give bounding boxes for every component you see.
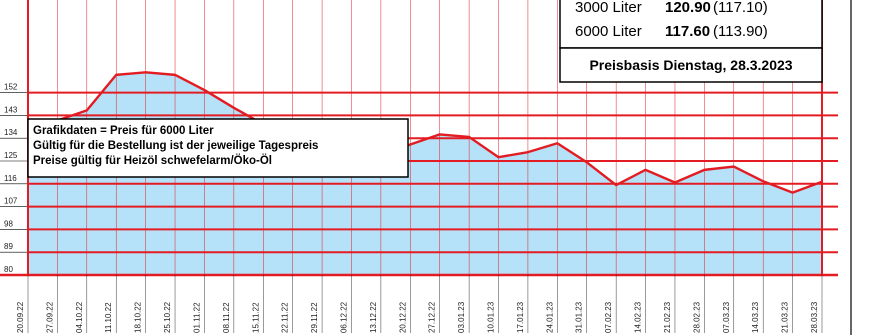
x-tick-label: 04.10.22 <box>75 301 84 333</box>
x-tick-label: 07.02.23 <box>604 301 613 333</box>
price-row-6000-label: 6000 Liter <box>575 23 642 40</box>
price-box: 3000 Liter 120.90 (117.10) 6000 Liter 11… <box>559 0 823 83</box>
data-point <box>821 180 823 183</box>
x-tick-label: 08.11.22 <box>222 302 231 333</box>
x-tick-label: 10.01.23 <box>487 301 496 333</box>
x-tick-label: 31.01.23 <box>575 301 584 333</box>
data-point <box>438 133 441 136</box>
data-point <box>791 191 794 194</box>
x-tick-label: 27.09.22 <box>45 301 54 333</box>
data-point <box>674 181 676 184</box>
annotation-line-3: Preise gültig für Heizöl schwefelarm/Öko… <box>33 154 272 167</box>
price-basis: Preisbasis Dienstag, 28.3.2023 <box>589 57 792 73</box>
y-tick-label: 134 <box>4 128 18 137</box>
x-tick-label: 28.03.23 <box>810 301 819 333</box>
price-row-6000-previous: (113.90) <box>713 23 768 40</box>
data-point <box>174 74 176 76</box>
price-row-3000-previous: (117.10) <box>713 0 768 16</box>
data-point <box>556 142 559 145</box>
x-tick-label: 17.01.23 <box>516 301 525 333</box>
x-tick-label: 20.09.22 <box>16 301 25 333</box>
x-axis-ticks: 20.09.22 27.09.22 04.10.22 11.10.22 18.10.22… <box>16 275 823 333</box>
x-tick-label: 29.11.22 <box>310 302 319 333</box>
annotation-box: Grafikdaten = Preis für 6000 Liter Gülti… <box>27 118 409 178</box>
data-point <box>703 169 706 171</box>
price-row-6000-price: 117.60 <box>665 23 710 40</box>
x-tick-label: 01.11.22 <box>192 302 201 333</box>
x-tick-label: 14.03.23 <box>751 301 760 333</box>
x-tick-label: 18.10.22 <box>134 301 143 333</box>
annotation-line-1: Grafikdaten = Preis für 6000 Liter <box>33 125 214 137</box>
x-tick-label: 20.12.22 <box>398 301 407 333</box>
data-point <box>144 71 147 74</box>
data-point <box>644 169 647 171</box>
data-point <box>468 136 470 138</box>
data-point <box>732 165 735 168</box>
data-point <box>615 184 617 186</box>
x-tick-label: 27.12.22 <box>428 301 437 333</box>
x-tick-label: 22.11.22 <box>281 302 290 333</box>
x-tick-label: 03.01.23 <box>457 301 466 333</box>
price-row-3000-label: 3000 Liter <box>575 0 642 16</box>
x-tick-label: 21.02.23 <box>663 301 672 333</box>
x-tick-label: 28.02.23 <box>692 301 701 333</box>
y-tick-label: 116 <box>4 174 17 183</box>
data-point <box>762 180 764 183</box>
data-point <box>527 151 529 153</box>
y-tick-label: 152 <box>4 83 18 92</box>
y-tick-label: 89 <box>4 242 13 251</box>
data-point <box>203 89 206 91</box>
y-tick-label: 143 <box>4 105 18 114</box>
data-point <box>115 74 118 76</box>
y-tick-label: 125 <box>4 151 18 160</box>
y-axis-ticks: 80 89 98 107 116 125 134 143 152 <box>4 83 18 274</box>
data-point <box>86 109 88 112</box>
x-tick-label: 11.10.22 <box>104 302 113 333</box>
price-row-3000-price: 120.90 <box>665 0 711 16</box>
y-tick-label: 98 <box>4 219 13 228</box>
x-tick-label: 06.12.22 <box>339 301 348 333</box>
annotation-line-2: Gültig für die Bestellung ist der jeweil… <box>33 140 318 152</box>
data-point <box>233 107 235 109</box>
x-tick-label: 13.12.22 <box>369 301 378 333</box>
x-tick-label: 14.02.23 <box>634 301 643 333</box>
data-point <box>497 156 500 158</box>
y-tick-label: 107 <box>4 197 18 206</box>
x-tick-label: 21.03.23 <box>781 301 790 333</box>
x-tick-label: 24.01.23 <box>545 301 554 333</box>
price-line <box>28 71 823 194</box>
data-point <box>409 143 412 146</box>
y-tick-label: 80 <box>4 265 13 274</box>
x-tick-label: 15.11.22 <box>251 302 260 333</box>
data-point <box>585 161 588 164</box>
x-tick-label: 07.03.23 <box>722 301 731 333</box>
x-tick-label: 25.10.22 <box>163 301 172 333</box>
